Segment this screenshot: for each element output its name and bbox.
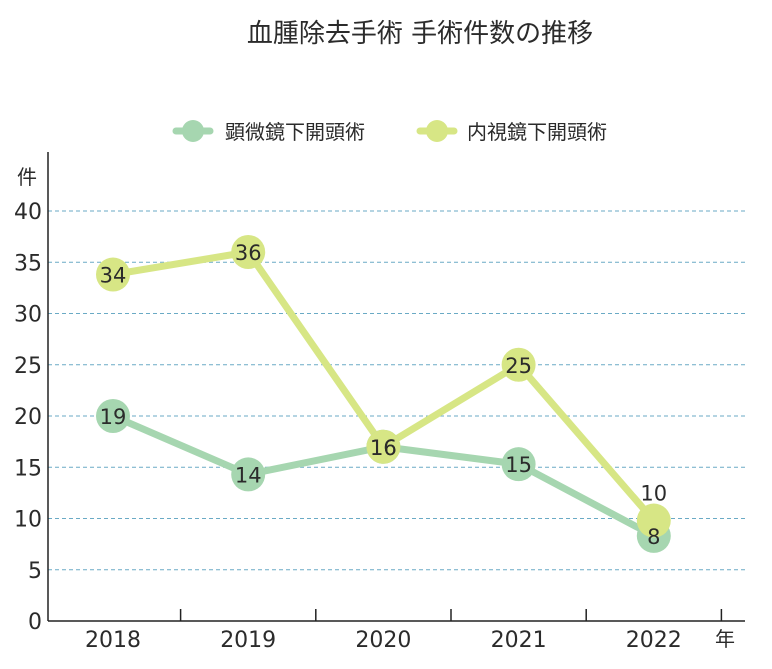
tick-labels: 0 5 10 15 20 25 30 35 40 2018 2019 2020 2021 2022	[14, 200, 682, 653]
data-label-series-0-2021: 15	[505, 453, 532, 477]
data-label-series-0-2022: 8	[647, 525, 660, 549]
data-point-series-0-2019	[231, 457, 266, 492]
data-point-series-1-2022	[636, 503, 671, 538]
data-point-series-1-2021	[501, 347, 536, 382]
y-tick-label-0: 0	[28, 610, 42, 635]
y-tick-label-15: 15	[14, 456, 42, 481]
data-label-series-1-2020: 16	[370, 436, 397, 460]
x-tick-label-2021: 2021	[491, 628, 547, 653]
y-tick-label-35: 35	[14, 251, 42, 276]
y-tick-label-20: 20	[14, 405, 42, 430]
data-point-series-1-2019	[231, 235, 266, 269]
x-tick-label-2019: 2019	[220, 628, 276, 653]
data-point-series-1-2020	[366, 429, 401, 464]
x-tick-label-2022: 2022	[626, 628, 682, 653]
legend-item-series-0: 顕微鏡下開頭術	[172, 120, 365, 144]
data-label-series-1-2019: 36	[235, 241, 262, 265]
data-point-series-0-2018	[96, 399, 130, 433]
legend-label-series-0: 顕微鏡下開頭術	[225, 120, 365, 144]
legend-marker-series-0	[182, 120, 204, 142]
legend: 顕微鏡下開頭術 内視鏡下開頭術	[172, 120, 607, 144]
x-tick-label-2018: 2018	[85, 628, 141, 653]
data-label-series-1-2018: 34	[100, 264, 127, 288]
data-label-series-0-2018: 19	[100, 405, 127, 429]
data-label-series-0-2020: 16	[370, 436, 397, 460]
y-tick-label-40: 40	[14, 200, 42, 225]
y-tick-label-5: 5	[28, 559, 42, 584]
y-tick-label-10: 10	[14, 508, 42, 533]
data-label-series-1-2022: 10	[640, 482, 667, 506]
axes	[47, 152, 745, 622]
y-axis-unit-label: 件	[17, 165, 37, 189]
data-label-series-0-2019: 14	[235, 463, 262, 487]
data-point-series-0-2021	[501, 447, 536, 482]
x-tick-label-2020: 2020	[355, 628, 411, 653]
data-label-series-1-2021: 25	[505, 354, 532, 378]
legend-label-series-1: 内視鏡下開頭術	[467, 120, 607, 144]
series-lines	[109, 248, 658, 540]
x-axis-unit-label: 年	[715, 627, 735, 651]
y-tick-label-25: 25	[14, 354, 42, 379]
legend-item-series-1: 内視鏡下開頭術	[416, 120, 607, 144]
series-line-1	[109, 248, 658, 525]
chart-title: 血腫除去手術 手術件数の推移	[247, 19, 593, 49]
data-points	[96, 235, 671, 553]
legend-marker-series-1	[426, 120, 448, 142]
y-tick-label-30: 30	[14, 303, 42, 328]
data-point-series-1-2018	[96, 257, 130, 292]
